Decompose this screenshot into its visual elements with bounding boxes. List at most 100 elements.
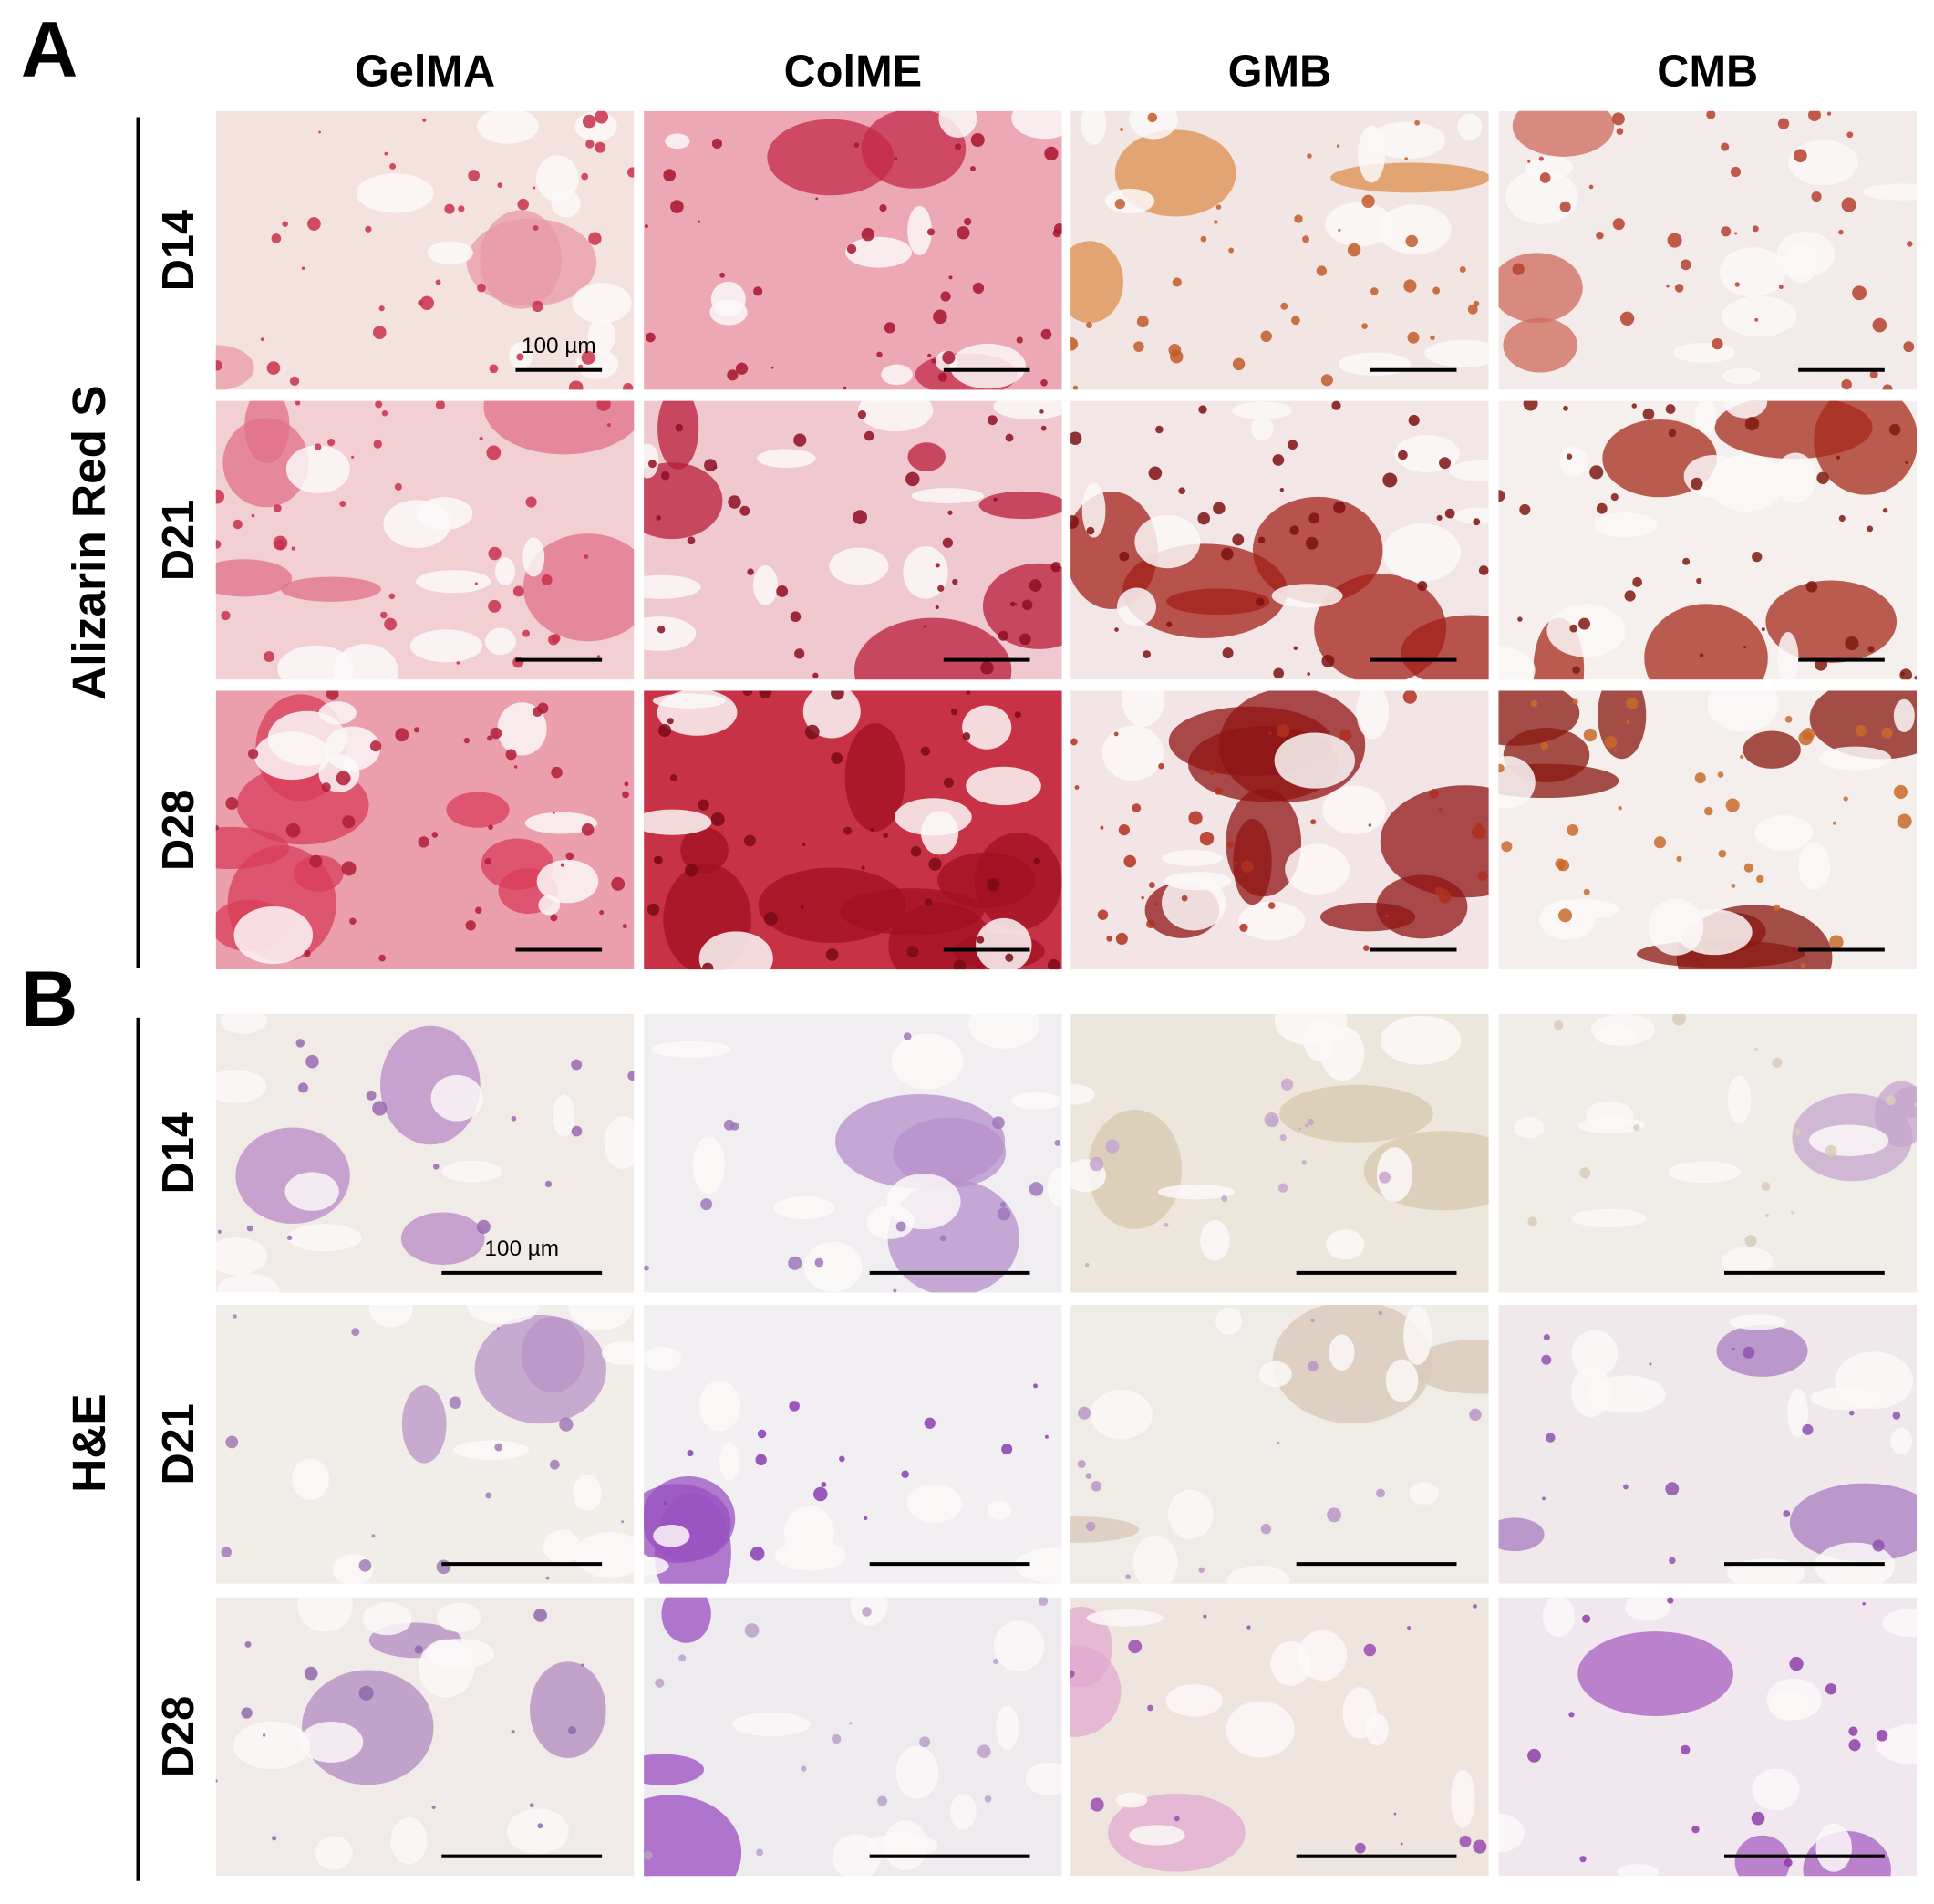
stain-dot bbox=[832, 1733, 842, 1744]
stain-dot bbox=[1825, 1144, 1837, 1157]
stain-dot bbox=[1429, 789, 1440, 799]
stain-dot bbox=[864, 430, 874, 441]
tissue-background bbox=[644, 400, 1062, 680]
stain-label: Alizarin Red S bbox=[62, 385, 115, 699]
stain-dot bbox=[999, 1201, 1007, 1208]
pore bbox=[993, 400, 1062, 419]
stain-dot bbox=[1040, 328, 1052, 340]
stain-dot bbox=[1477, 871, 1488, 881]
stain-dot bbox=[1070, 738, 1078, 746]
stain-label: H&E bbox=[62, 1393, 115, 1492]
stain-dot bbox=[1610, 492, 1619, 502]
stain-dot bbox=[622, 791, 629, 799]
stain-dot bbox=[1246, 1625, 1251, 1630]
stain-dot bbox=[626, 167, 635, 178]
stain-dot bbox=[475, 906, 482, 914]
stain-region bbox=[834, 1094, 1006, 1189]
pore bbox=[292, 1458, 330, 1500]
pore bbox=[441, 1160, 502, 1183]
stain-dot bbox=[831, 690, 844, 700]
stain-dot bbox=[1014, 603, 1018, 606]
pore bbox=[1134, 514, 1201, 569]
stain-dot bbox=[675, 423, 684, 432]
stain-region bbox=[1789, 1483, 1917, 1562]
pore bbox=[1668, 1161, 1741, 1184]
stain-dot bbox=[1527, 1216, 1537, 1226]
stain-dot bbox=[529, 1803, 534, 1808]
stain-dot bbox=[1841, 197, 1856, 212]
stain-dot bbox=[272, 1836, 277, 1841]
stain-dot bbox=[582, 114, 596, 129]
stain-dot bbox=[1838, 514, 1846, 523]
stain-dot bbox=[1519, 503, 1531, 515]
stain-dot bbox=[595, 141, 606, 153]
pore bbox=[1648, 898, 1704, 956]
stain-dot bbox=[463, 737, 471, 744]
stain-dot bbox=[1530, 699, 1538, 708]
pore bbox=[1161, 874, 1226, 931]
stain-dot bbox=[1498, 763, 1505, 773]
stain-dot bbox=[813, 1486, 828, 1502]
stain-dot bbox=[1421, 585, 1424, 589]
stain-region bbox=[1644, 604, 1768, 680]
stain-dot bbox=[977, 936, 985, 944]
pore bbox=[644, 574, 701, 599]
micrograph bbox=[644, 1597, 1062, 1877]
stain-dot bbox=[217, 1229, 222, 1234]
stain-dot bbox=[551, 766, 563, 779]
pore bbox=[803, 1241, 863, 1292]
pore bbox=[1385, 1359, 1419, 1402]
stain-dot bbox=[1430, 335, 1435, 341]
stain-dot bbox=[1368, 823, 1372, 827]
stain-dot bbox=[585, 140, 595, 149]
micrograph-content bbox=[644, 1597, 1062, 1877]
stain-dot bbox=[926, 228, 935, 236]
stain-dot bbox=[221, 610, 231, 621]
pore bbox=[1451, 1769, 1475, 1828]
stain-region bbox=[215, 345, 254, 390]
stain-dot bbox=[1892, 1412, 1901, 1420]
stain-dot bbox=[435, 279, 441, 285]
stain-dot bbox=[1301, 1160, 1307, 1165]
micrograph: 100 µm bbox=[215, 110, 635, 390]
stain-dot bbox=[687, 1449, 694, 1457]
stain-dot bbox=[1668, 429, 1677, 438]
stain-dot bbox=[1459, 1835, 1472, 1847]
stain-dot bbox=[431, 832, 439, 838]
stain-dot bbox=[812, 672, 819, 678]
stain-dot bbox=[378, 305, 385, 312]
stain-dot bbox=[533, 1609, 547, 1622]
stain-dot bbox=[1589, 465, 1604, 480]
stain-dot bbox=[1903, 341, 1915, 353]
pore bbox=[850, 1597, 888, 1626]
stain-dot bbox=[1277, 1183, 1288, 1193]
pore bbox=[601, 1340, 635, 1366]
pore bbox=[1559, 446, 1588, 478]
stain-dot bbox=[920, 746, 931, 756]
pore bbox=[1776, 232, 1835, 278]
stain-dot bbox=[1260, 1524, 1272, 1535]
stain-dot bbox=[627, 1071, 635, 1081]
stain-dot bbox=[1816, 471, 1829, 484]
stain-dot bbox=[1694, 772, 1706, 784]
stain-dot bbox=[1267, 902, 1276, 909]
stain-dot bbox=[1181, 895, 1188, 902]
stain-dot bbox=[646, 332, 656, 343]
stain-dot bbox=[862, 1607, 872, 1617]
pore bbox=[1498, 647, 1536, 680]
stain-dot bbox=[1616, 128, 1624, 135]
stain-dot bbox=[326, 690, 339, 700]
stain-dot bbox=[750, 1547, 765, 1561]
stain-dot bbox=[1019, 633, 1031, 646]
stain-dot bbox=[1001, 1444, 1013, 1455]
micrograph-content bbox=[644, 110, 1062, 390]
stain-region bbox=[1809, 690, 1917, 760]
stain-dot bbox=[1691, 1825, 1700, 1834]
stain-dot bbox=[1690, 477, 1703, 491]
stain-dot bbox=[339, 501, 346, 508]
stain-dot bbox=[1718, 849, 1727, 858]
stain-dot bbox=[1553, 1020, 1564, 1030]
stain-region bbox=[1252, 496, 1383, 604]
stain-dot bbox=[351, 455, 355, 459]
micrograph-content bbox=[1070, 1597, 1489, 1877]
